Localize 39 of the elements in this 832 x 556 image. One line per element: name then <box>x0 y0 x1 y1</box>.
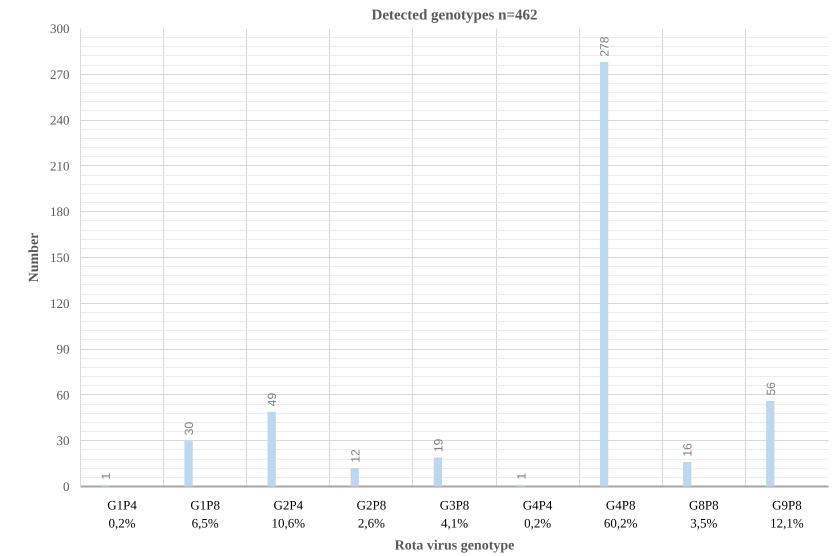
data-label: 1 <box>514 472 528 480</box>
y-tick-label: 60 <box>56 387 70 402</box>
data-label: 19 <box>431 438 446 452</box>
y-tick-label: 210 <box>50 158 70 174</box>
y-tick-label: 0 <box>63 479 70 494</box>
x-tick-label: G1P8 6,5% <box>190 498 220 530</box>
data-label: 30 <box>182 422 196 436</box>
data-label: 278 <box>598 36 612 57</box>
bar <box>600 62 608 486</box>
data-label: 1 <box>98 472 113 480</box>
x-tick-label: G4P4 0,2% <box>522 498 553 530</box>
y-tick-label: 90 <box>56 342 70 357</box>
x-tick-label: G2P8 2,6% <box>356 498 386 530</box>
x-tick-label: G2P4 10,6% <box>271 498 306 530</box>
x-tick-label: G9P8 12,1% <box>770 498 804 530</box>
x-tick-label: G1P4 0,2% <box>107 498 138 530</box>
y-tick-label: 270 <box>50 66 70 82</box>
data-label: 16 <box>680 442 695 457</box>
y-tick-label: 150 <box>50 250 70 265</box>
x-tick-label: G3P8 4,1% <box>440 498 470 530</box>
bar <box>184 440 193 486</box>
bar <box>268 412 276 486</box>
x-axis-title: Rota virus genotype <box>394 538 514 554</box>
y-tick-label: 300 <box>50 21 70 36</box>
data-label: 12 <box>348 449 362 463</box>
x-tick-label: G4P8 60,2% <box>604 498 638 530</box>
bar <box>350 468 359 486</box>
data-label: 49 <box>265 392 280 406</box>
y-tick-label: 240 <box>50 112 70 128</box>
bar <box>434 457 442 486</box>
data-label: 56 <box>764 382 778 396</box>
y-tick-label: 180 <box>50 204 70 220</box>
chart-title: Detected genotypes n=462 <box>371 8 538 24</box>
y-tick-label: 30 <box>56 433 70 448</box>
bar <box>683 462 692 486</box>
bar <box>766 401 774 486</box>
y-tick-label: 120 <box>50 296 70 311</box>
y-axis-title: Number <box>27 232 42 282</box>
x-tick-label: G8P8 3,5% <box>689 498 719 530</box>
